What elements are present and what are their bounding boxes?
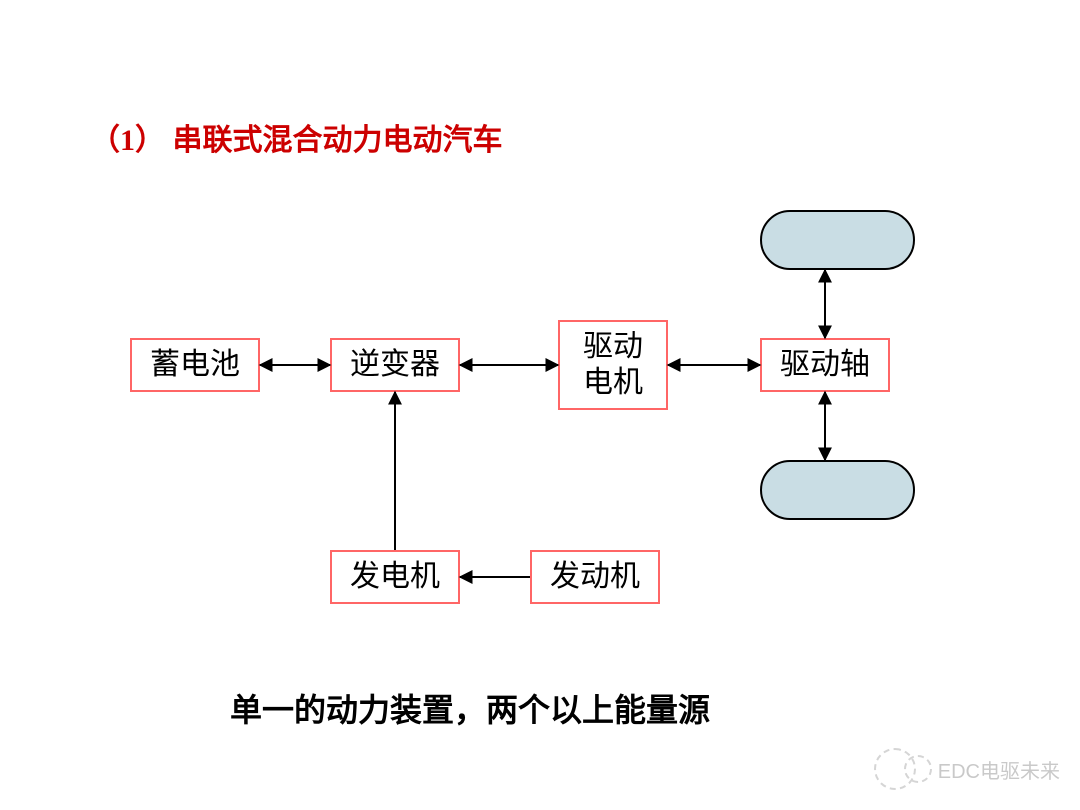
node-axle: 驱动轴 bbox=[760, 338, 890, 392]
node-inverter: 逆变器 bbox=[330, 338, 460, 392]
node-label: 驱动轴 bbox=[780, 347, 870, 383]
node-label: 逆变器 bbox=[350, 347, 440, 383]
diagram-title: （1） 串联式混合动力电动汽车 bbox=[90, 115, 503, 159]
diagram-subtitle: 单一的动力装置，两个以上能量源 bbox=[230, 685, 710, 731]
node-label: 蓄电池 bbox=[150, 347, 240, 383]
node-battery: 蓄电池 bbox=[130, 338, 260, 392]
node-engine: 发动机 bbox=[530, 550, 660, 604]
node-label: 驱动 电机 bbox=[583, 329, 643, 401]
watermark-text: EDC电驱未来 bbox=[938, 755, 1060, 784]
node-label: 发电机 bbox=[350, 559, 440, 595]
wheel-top bbox=[760, 210, 915, 270]
wheel-bottom bbox=[760, 460, 915, 520]
node-motor: 驱动 电机 bbox=[558, 320, 668, 410]
node-generator: 发电机 bbox=[330, 550, 460, 604]
watermark: EDC电驱未来 bbox=[874, 748, 1060, 790]
wechat-icon bbox=[904, 755, 932, 783]
node-label: 发动机 bbox=[550, 559, 640, 595]
